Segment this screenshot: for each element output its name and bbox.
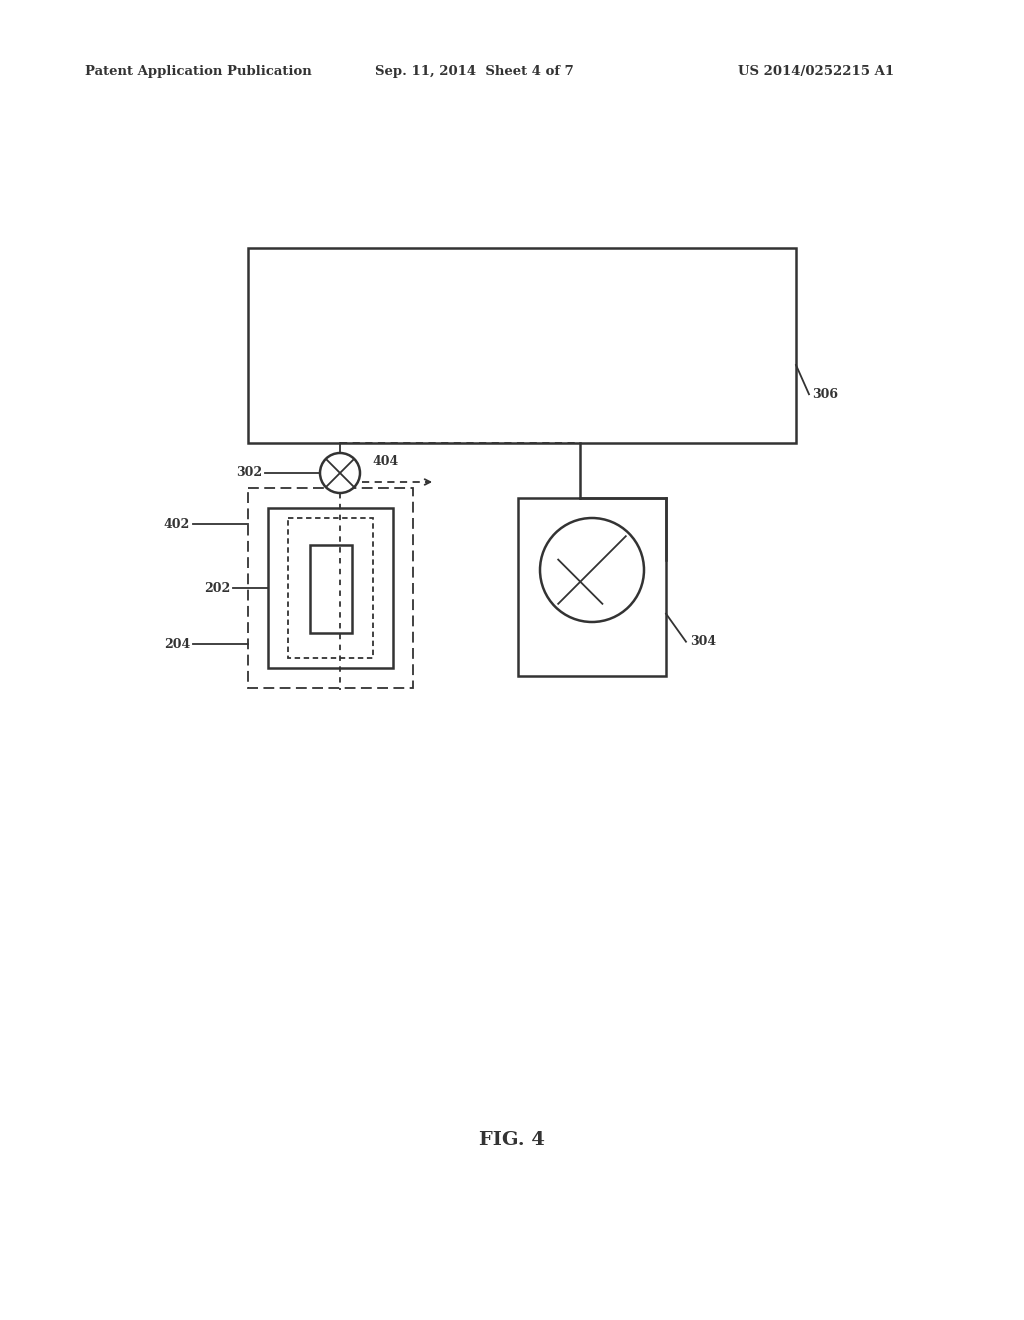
Text: US 2014/0252215 A1: US 2014/0252215 A1	[738, 66, 894, 78]
Text: 204: 204	[164, 638, 190, 651]
Circle shape	[319, 453, 360, 492]
Bar	[248, 488, 413, 688]
Text: 202: 202	[204, 582, 230, 594]
Bar	[268, 508, 393, 668]
Text: 404: 404	[372, 455, 398, 469]
Bar	[518, 498, 666, 676]
Text: FIG. 4: FIG. 4	[479, 1131, 545, 1148]
Text: 402: 402	[164, 517, 190, 531]
Text: 304: 304	[690, 635, 716, 648]
Bar	[248, 248, 796, 444]
Bar	[310, 545, 352, 634]
Circle shape	[540, 517, 644, 622]
Text: Patent Application Publication: Patent Application Publication	[85, 66, 311, 78]
Text: Sep. 11, 2014  Sheet 4 of 7: Sep. 11, 2014 Sheet 4 of 7	[375, 66, 573, 78]
Text: 306: 306	[812, 388, 838, 401]
Bar	[288, 517, 373, 657]
Text: 302: 302	[236, 466, 262, 479]
